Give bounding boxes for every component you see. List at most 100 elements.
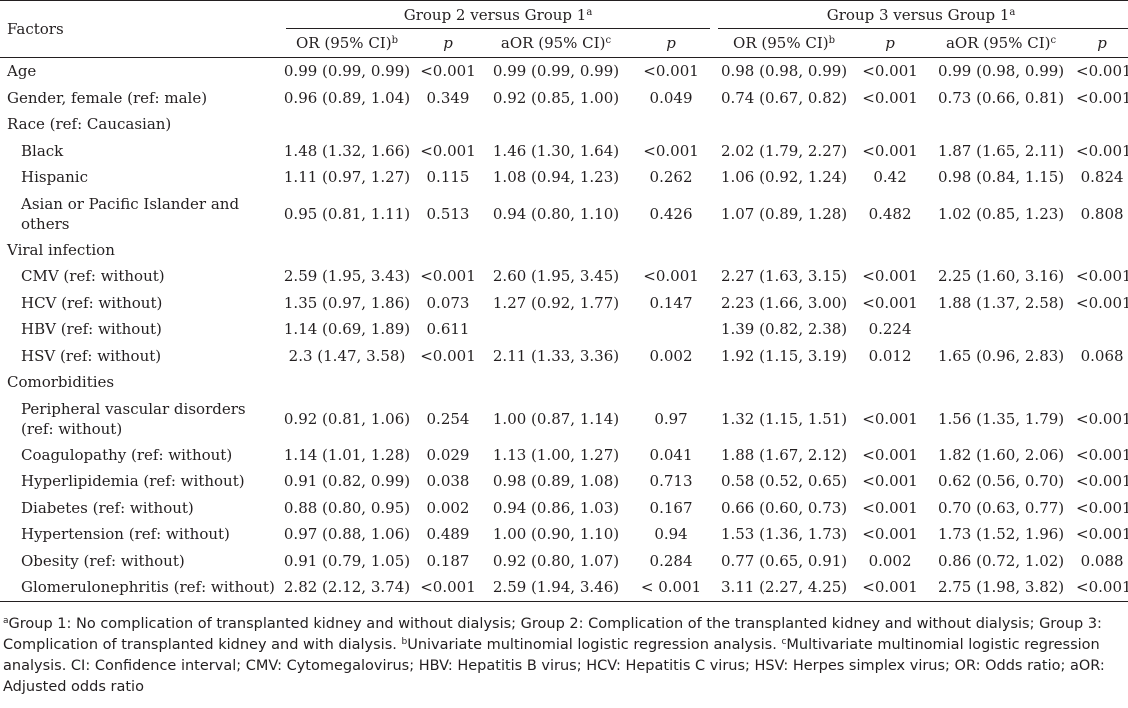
g3-or-sup: b	[828, 35, 836, 46]
g3-p-cell: <0.001	[862, 525, 918, 544]
g3-or-cell: 0.74 (0.67, 0.82)	[720, 88, 848, 107]
footnote-marker-b: b	[401, 637, 408, 647]
g2-p-cell: 0.489	[426, 525, 470, 544]
g3-or-cell	[714, 369, 854, 396]
g2-aor-cell: 1.27 (0.92, 1.77)	[492, 293, 620, 312]
odds-ratio-table: Factors Group 2 versus Group 1a Group 3 …	[0, 0, 1128, 602]
section-label: Comorbidities	[7, 373, 115, 392]
g3-p-cell: <0.001	[862, 88, 918, 107]
column-header-g3-aor: aOR (95% CI)c	[926, 29, 1077, 58]
g3-or-cell: 0.77 (0.65, 0.91)	[720, 551, 848, 570]
table-row: Gender, female (ref: male) 0.96 (0.89, 1…	[0, 85, 1128, 112]
g2-ap-cell	[628, 237, 714, 264]
g3-or-cell: 2.23 (1.66, 3.00)	[720, 293, 848, 312]
g3-aor-cell: 2.75 (1.98, 3.82)	[926, 574, 1077, 602]
g2-p-cell: 0.254	[426, 409, 470, 428]
table-row: CMV (ref: without) 2.59 (1.95, 3.43) <0.…	[0, 263, 1128, 290]
g2-aor-cell	[484, 369, 628, 396]
g2-or-cell: 0.96 (0.89, 1.04)	[283, 88, 411, 107]
g2-p-cell: 0.038	[426, 472, 470, 491]
g2-ap-cell: 0.147	[649, 293, 693, 312]
g3-or-cell: 1.88 (1.67, 2.12)	[720, 445, 848, 464]
g2-or-label: OR (95% CI)	[296, 34, 392, 52]
g2-ap-cell: 0.97	[654, 409, 688, 428]
factor-cell: HCV (ref: without)	[21, 293, 163, 312]
factor-cell: Obesity (ref: without)	[21, 551, 185, 570]
factor-cell: Age	[7, 62, 37, 81]
g2-aor-cell: 2.11 (1.33, 3.36)	[492, 346, 620, 365]
g2-aor-cell	[484, 237, 628, 264]
g3-aor-cell	[926, 237, 1076, 264]
g2-or-cell: 1.14 (0.69, 1.89)	[283, 320, 411, 339]
g2-aor-cell: 0.92 (0.85, 1.00)	[492, 88, 620, 107]
g2-ap-cell: <0.001	[643, 141, 699, 160]
g3-ap-cell: 0.808	[1080, 204, 1124, 223]
g2-or-cell: 0.91 (0.79, 1.05)	[283, 551, 411, 570]
g3-ap-cell: <0.001	[1076, 525, 1128, 544]
factor-cell: Glomerulonephritis (ref: without)	[0, 574, 282, 602]
g3-ap-label: p	[1097, 34, 1107, 52]
table-body: Age 0.99 (0.99, 0.99) <0.001 0.99 (0.99,…	[0, 58, 1128, 602]
g2-or-sup: b	[391, 35, 398, 46]
g3-or-cell: 2.02 (1.79, 2.27)	[720, 141, 848, 160]
factor-cell: Coagulopathy (ref: without)	[21, 445, 233, 464]
factor-cell: Gender, female (ref: male)	[7, 88, 208, 107]
g2-ap-cell: 0.94	[654, 525, 688, 544]
table-row: HSV (ref: without) 2.3 (1.47, 3.58) <0.0…	[0, 343, 1128, 370]
g3-p-cell	[854, 111, 926, 138]
g3-aor-cell: 0.98 (0.84, 1.15)	[937, 168, 1065, 187]
g3-or-cell: 0.66 (0.60, 0.73)	[720, 498, 848, 517]
g2-p-cell	[412, 369, 484, 396]
table-row-section: Race (ref: Caucasian)	[0, 111, 1128, 138]
group3-underline	[718, 28, 1128, 29]
column-header-g2-or: OR (95% CI)b	[282, 29, 412, 58]
g3-p-cell: 0.002	[868, 551, 912, 570]
g3-or-cell: 1.32 (1.15, 1.51)	[720, 409, 848, 428]
g3-ap-cell	[1076, 316, 1128, 343]
table-row-section: Comorbidities	[0, 369, 1128, 396]
g2-ap-cell: <0.001	[643, 62, 699, 81]
g2-p-cell: <0.001	[412, 574, 484, 602]
g2-p-cell: <0.001	[420, 267, 476, 286]
g2-p-cell: 0.349	[426, 88, 470, 107]
g2-aor-cell: 2.59 (1.94, 3.46)	[484, 574, 628, 602]
g3-p-cell	[854, 369, 926, 396]
factor-cell: Hypertension (ref: without)	[21, 525, 230, 544]
column-header-g2-aor: aOR (95% CI)c	[484, 29, 628, 58]
g2-p-cell	[412, 111, 484, 138]
g3-p-cell: <0.001	[862, 498, 918, 517]
g2-p-cell: <0.001	[420, 346, 476, 365]
group3-title: Group 3 versus Group 1	[826, 6, 1010, 24]
g2-or-cell: 1.35 (0.97, 1.86)	[283, 293, 411, 312]
g2-or-cell: 0.88 (0.80, 0.95)	[283, 498, 411, 517]
g2-or-cell: 0.91 (0.82, 0.99)	[283, 472, 411, 491]
g2-ap-cell: <0.001	[643, 267, 699, 286]
g3-aor-cell	[926, 369, 1076, 396]
table-row: Hispanic 1.11 (0.97, 1.27) 0.115 1.08 (0…	[0, 164, 1128, 191]
g2-ap-label: p	[666, 34, 676, 52]
g2-aor-cell: 2.60 (1.95, 3.45)	[492, 267, 620, 286]
g2-or-cell: 0.99 (0.99, 0.99)	[283, 62, 411, 81]
g2-ap-cell	[628, 369, 714, 396]
g3-p-cell: 0.012	[868, 346, 912, 365]
g3-or-cell	[714, 111, 854, 138]
g2-ap-cell: 0.262	[649, 168, 693, 187]
header-row-columns: OR (95% CI)b p aOR (95% CI)c p OR (95% C…	[0, 29, 1128, 58]
factor-cell: Diabetes (ref: without)	[21, 498, 194, 517]
g3-or-cell: 1.39 (0.82, 2.38)	[720, 320, 848, 339]
g3-ap-cell: 0.088	[1080, 551, 1124, 570]
g3-p-cell: <0.001	[862, 472, 918, 491]
g3-ap-cell	[1076, 369, 1128, 396]
g2-or-cell	[282, 111, 412, 138]
g2-or-cell	[282, 237, 412, 264]
g3-ap-cell: <0.001	[1076, 498, 1128, 517]
g3-aor-cell: 1.02 (0.85, 1.23)	[937, 204, 1065, 223]
g3-aor-cell: 0.70 (0.63, 0.77)	[937, 498, 1065, 517]
g2-p-cell: 0.002	[426, 498, 470, 517]
g3-aor-cell	[926, 111, 1076, 138]
g2-aor-cell: 1.46 (1.30, 1.64)	[492, 141, 620, 160]
column-group-3-vs-1: Group 3 versus Group 1a	[714, 0, 1128, 29]
column-header-g3-p: p	[854, 29, 927, 58]
g2-ap-cell: 0.426	[649, 204, 693, 223]
table-row: HBV (ref: without) 1.14 (0.69, 1.89) 0.6…	[0, 316, 1128, 343]
